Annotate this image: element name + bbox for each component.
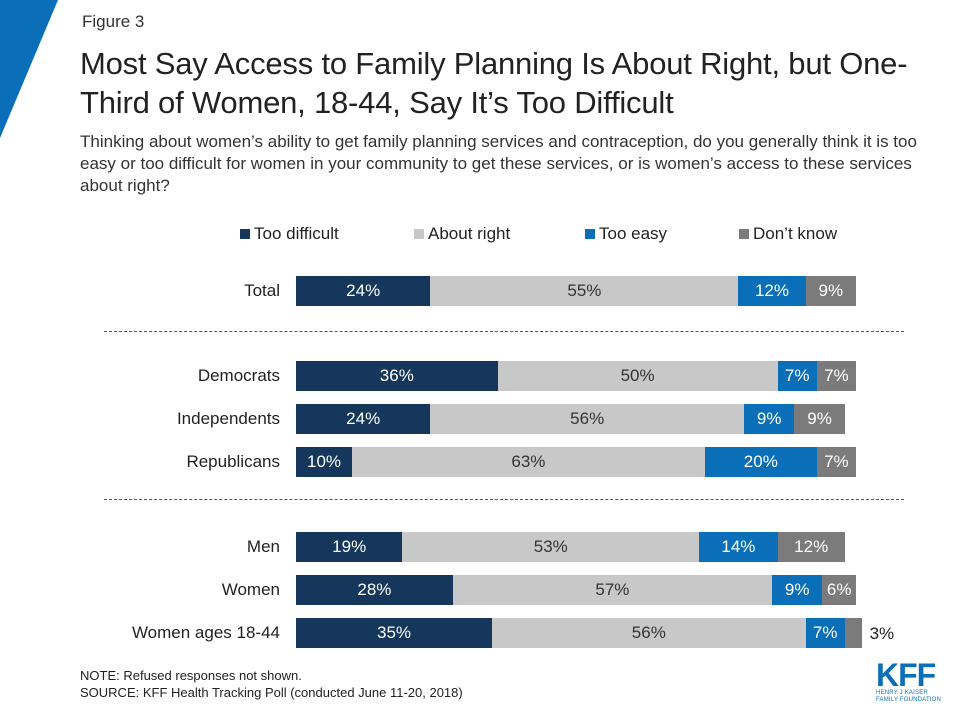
corner-accent-shape (0, 0, 58, 138)
data-label: 9% (784, 580, 810, 599)
data-label: 12% (794, 537, 829, 556)
logo-line-1: HENRY J KAISER (876, 690, 928, 696)
bar-segment-too-easy: 9% (771, 575, 823, 605)
data-label: 19% (332, 537, 367, 556)
kff-logo: KFF HENRY J KAISER FAMILY FOUNDATION (876, 657, 946, 704)
bar-segment-about-right: 53% (402, 532, 700, 562)
bar-segment-dont-know: 9% (805, 276, 856, 306)
bar-segment-about-right: 57% (452, 575, 772, 605)
data-label: 7% (784, 366, 810, 385)
bar-segment-too-easy: 14% (699, 532, 778, 562)
row-label: Women ages 18-44 (131, 623, 280, 642)
legend-item-too-difficult: Too difficult (240, 224, 339, 244)
bar-segment-too-difficult: 35% (296, 618, 492, 648)
data-label: 36% (379, 366, 414, 385)
data-label: 7% (824, 452, 849, 471)
bar-segment-too-easy: 7% (805, 618, 845, 648)
bar-segment-too-difficult: 28% (296, 575, 453, 605)
bar-segment-too-easy: 7% (777, 361, 817, 391)
figure-label: Figure 3 (82, 12, 145, 31)
row-label: Independents (176, 409, 280, 428)
logo-mark: KFF (876, 657, 936, 693)
legend-label-dont-know: Don’t know (753, 224, 838, 243)
bar-segment-about-right: 55% (430, 276, 739, 306)
data-label: 35% (376, 623, 412, 642)
data-label: 63% (511, 452, 546, 471)
bar-segment-too-difficult: 19% (296, 532, 403, 562)
bar-segment-too-easy: 9% (743, 404, 795, 434)
source-text: SOURCE: KFF Health Tracking Poll (conduc… (80, 685, 463, 700)
legend-swatch-dont-know (739, 229, 749, 239)
group-divider (104, 499, 904, 500)
row-label: Democrats (197, 366, 280, 385)
legend-swatch-about-right (414, 229, 424, 239)
bar-segment-about-right: 63% (352, 447, 705, 477)
legend-item-too-easy: Too easy (585, 224, 667, 244)
bar-segment-about-right: 56% (492, 618, 806, 648)
data-label: 55% (567, 281, 602, 300)
data-label: 57% (595, 580, 630, 599)
bar-segment-dont-know: 7% (816, 447, 856, 477)
data-label-outside: 3% (869, 624, 895, 643)
row-label: Men (246, 537, 280, 556)
bar-segment-too-difficult: 24% (296, 404, 431, 434)
legend-item-dont-know: Don’t know (739, 224, 837, 244)
data-label: 20% (743, 452, 778, 471)
bar-segment-about-right: 50% (497, 361, 778, 391)
bar-segment-too-difficult: 24% (296, 276, 431, 306)
logo-line-2: FAMILY FOUNDATION (876, 697, 942, 703)
data-label: 9% (818, 281, 844, 300)
row-label: Republicans (186, 452, 280, 471)
stacked-bar: 10% 63% 20% 7% (296, 447, 856, 477)
data-label: 6% (826, 580, 852, 599)
bar-segment-dont-know: 12% (777, 532, 845, 562)
footnote: NOTE: Refused responses not shown. SOURC… (80, 667, 463, 701)
chart-subtitle: Thinking about women’s ability to get fa… (80, 132, 917, 195)
bar-segment-dont-know: 7% (816, 361, 856, 391)
data-label: 56% (570, 409, 605, 428)
data-label: 24% (346, 409, 381, 428)
stacked-bar: 28% 57% 9% 6% (296, 575, 856, 605)
stacked-bar: 19% 53% 14% 12% (296, 532, 845, 562)
stacked-bar: 36% 50% 7% 7% (296, 361, 856, 391)
bar-segment-dont-know: 6% (822, 575, 856, 605)
data-label: 28% (357, 580, 392, 599)
stacked-bar: 24% 56% 9% 9% (296, 404, 845, 434)
bar-segment-too-difficult: 36% (296, 361, 498, 391)
data-label: 7% (812, 623, 838, 642)
row-label: Total (244, 281, 280, 300)
legend-label-too-easy: Too easy (599, 224, 668, 243)
bar-segment-too-easy: 12% (738, 276, 806, 306)
row-label: Women (221, 580, 280, 599)
legend-swatch-too-easy (585, 229, 595, 239)
note-text: NOTE: Refused responses not shown. (80, 668, 302, 683)
data-label: 56% (631, 623, 666, 642)
data-label: 53% (533, 537, 568, 556)
stacked-bar: 24% 55% 12% 9% (296, 276, 856, 306)
legend-swatch-too-difficult (240, 229, 250, 239)
data-label: 12% (754, 281, 789, 300)
bar-segment-dont-know: 9% (794, 404, 845, 434)
data-label: 10% (306, 452, 342, 471)
bar-segment-dont-know (844, 618, 862, 648)
stacked-bar: 35% 56% 7% (296, 618, 862, 648)
group-divider (104, 331, 904, 332)
legend-item-about-right: About right (414, 224, 510, 244)
chart-title: Most Say Access to Family Planning Is Ab… (80, 46, 908, 120)
bar-segment-about-right: 56% (430, 404, 744, 434)
data-label: 9% (807, 409, 832, 428)
bar-segment-too-easy: 20% (704, 447, 817, 477)
data-label: 24% (346, 281, 381, 300)
bar-segment-too-difficult: 10% (296, 447, 352, 477)
data-label: 14% (721, 537, 756, 556)
legend-label-too-difficult: Too difficult (254, 224, 339, 243)
legend-label-about-right: About right (428, 224, 511, 243)
data-label: 7% (824, 366, 849, 385)
data-label: 9% (756, 409, 782, 428)
data-label: 50% (620, 366, 655, 385)
